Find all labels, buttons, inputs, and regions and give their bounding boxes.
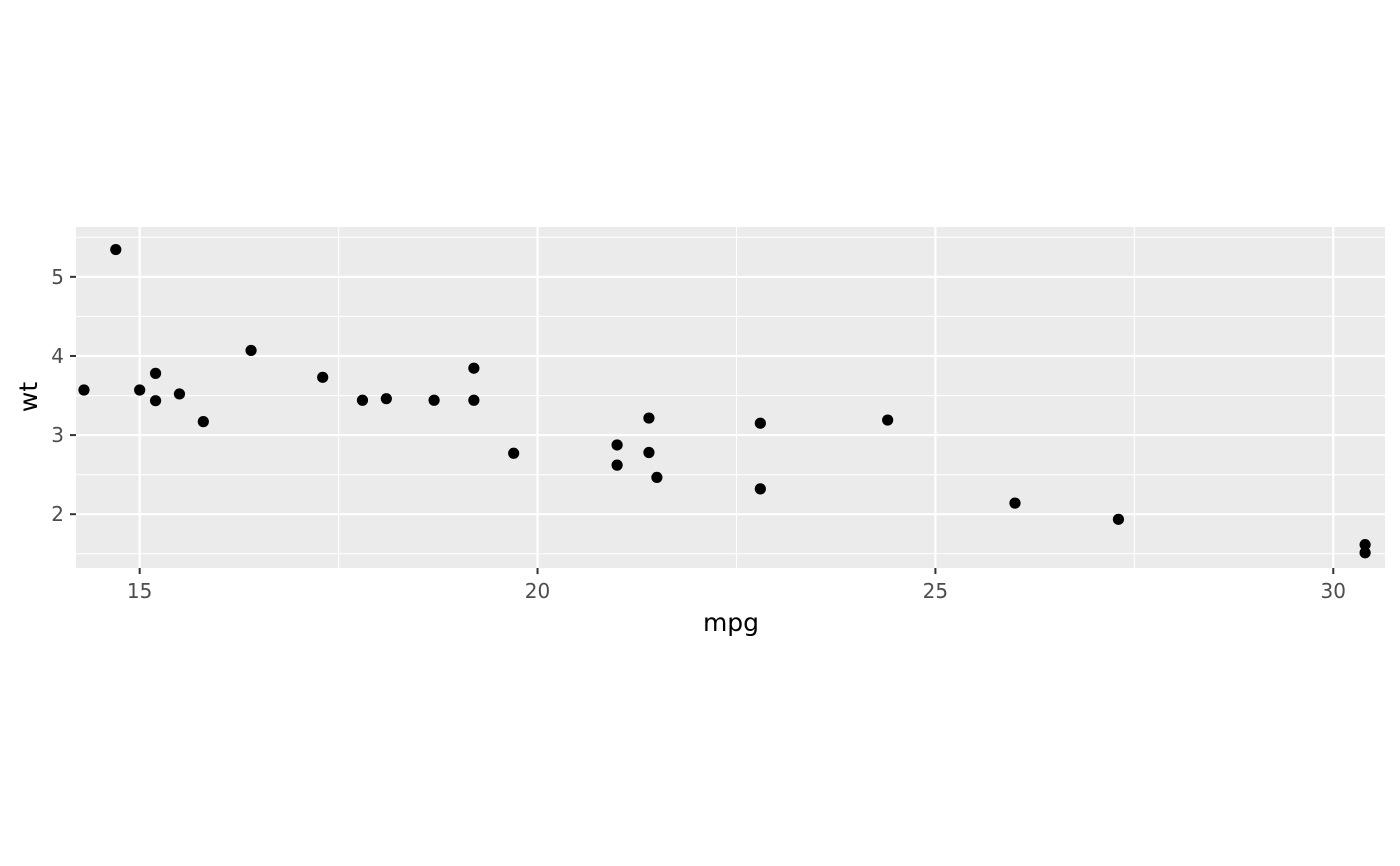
x-tick-label: 15 — [127, 579, 152, 603]
data-point — [428, 394, 440, 406]
x-axis-title: mpg — [703, 608, 759, 637]
y-tick-label: 5 — [51, 265, 64, 289]
data-point — [173, 388, 186, 400]
data-point — [651, 471, 663, 484]
data-point — [1359, 539, 1371, 551]
data-point — [508, 447, 520, 459]
data-point — [134, 384, 146, 396]
x-axis: 15 20 25 30 — [127, 568, 1346, 603]
data-point — [643, 446, 655, 459]
data-point — [110, 243, 122, 256]
x-tick-label: 30 — [1321, 579, 1346, 603]
x-tick-label: 25 — [923, 579, 948, 603]
data-point — [1112, 513, 1125, 525]
data-points — [78, 243, 1371, 559]
data-point — [468, 394, 480, 406]
data-point — [882, 414, 894, 426]
data-point — [197, 416, 209, 428]
data-point — [1359, 547, 1371, 559]
y-tick-label: 2 — [51, 502, 64, 526]
data-point — [643, 412, 655, 424]
y-axis: 2 3 4 5 — [51, 265, 76, 526]
y-tick-label: 3 — [51, 423, 64, 447]
data-point — [356, 394, 369, 406]
data-point — [611, 459, 623, 471]
data-point — [149, 367, 162, 379]
plot-panel — [76, 227, 1385, 568]
data-point — [380, 393, 392, 405]
data-point — [1009, 497, 1021, 509]
data-point — [611, 439, 623, 451]
data-point — [317, 371, 329, 383]
x-tick-label: 20 — [525, 579, 550, 603]
grid-major — [76, 227, 1385, 568]
y-tick-label: 4 — [51, 344, 64, 368]
grid-minor — [76, 227, 1385, 568]
y-axis-title: wt — [14, 382, 43, 412]
data-point — [754, 417, 766, 429]
data-point — [78, 384, 90, 396]
data-point — [245, 344, 257, 357]
data-point — [149, 395, 162, 407]
data-point — [754, 483, 766, 495]
data-point — [468, 362, 480, 374]
